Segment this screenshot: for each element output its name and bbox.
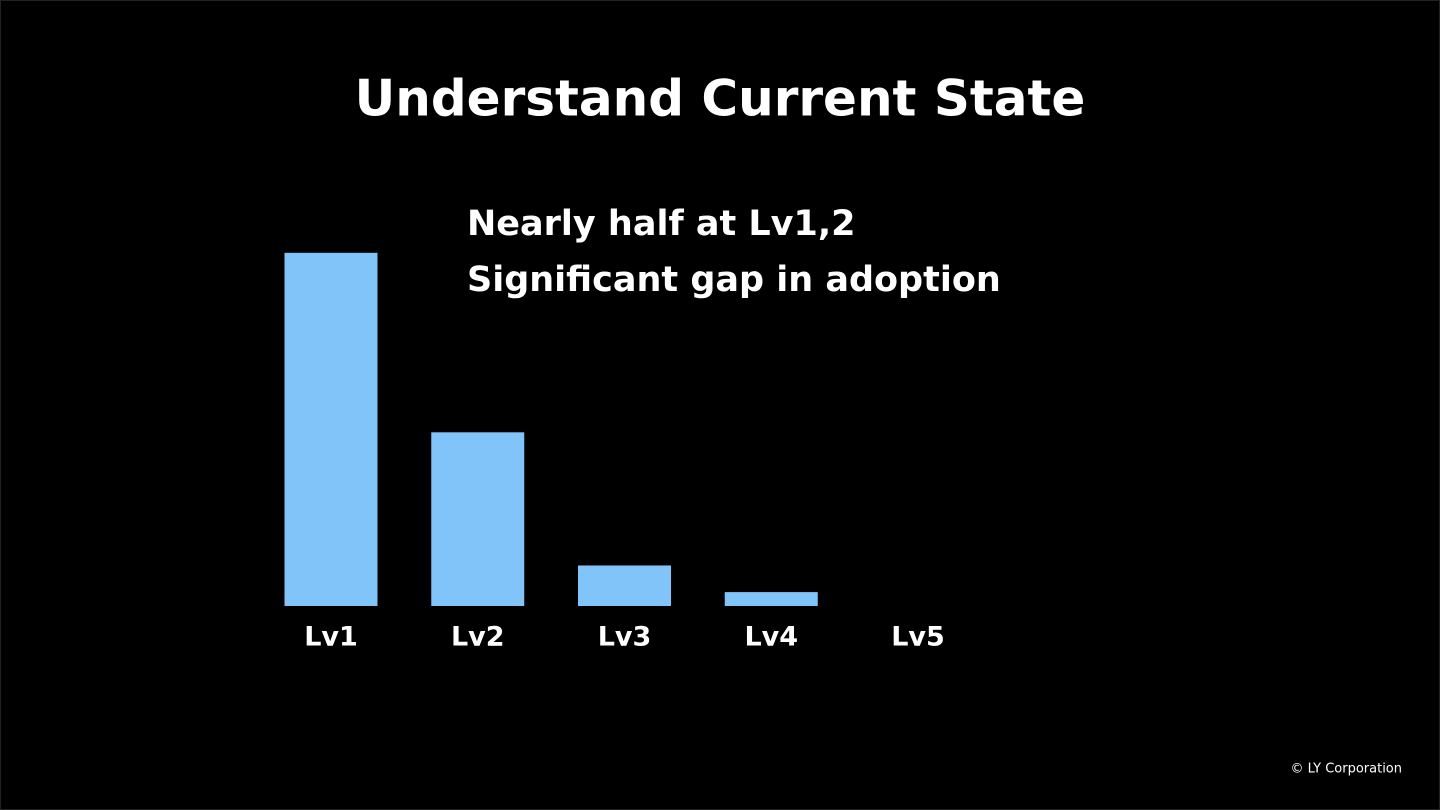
bar <box>431 432 525 606</box>
slide-title: Understand Current State <box>355 70 1086 128</box>
bar <box>284 252 378 606</box>
x-tick-label: Lv1 <box>304 622 358 653</box>
x-tick-label: Lv2 <box>451 622 505 653</box>
note: Nearly half at Lv1,2 <box>467 204 856 244</box>
x-tick-label: Lv5 <box>891 622 945 653</box>
bar <box>724 592 818 606</box>
x-tick-label: Lv4 <box>744 622 798 653</box>
bar <box>578 565 671 606</box>
note: Significant gap in adoption <box>467 260 1001 300</box>
footer: © LY Corporation <box>1290 762 1402 777</box>
x-tick-label: Lv3 <box>598 622 652 653</box>
